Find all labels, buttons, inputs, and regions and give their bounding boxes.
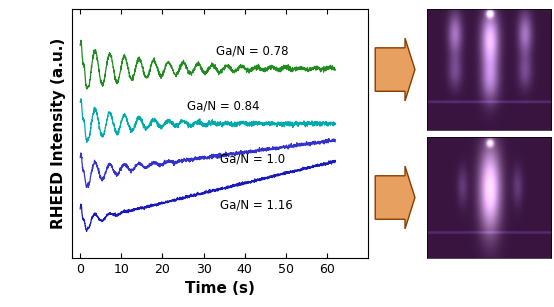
Text: Ga/N = 0.84: Ga/N = 0.84 [187,100,260,113]
Text: Ga/N = 1.16: Ga/N = 1.16 [220,199,293,212]
Text: Ga/N = 1.0: Ga/N = 1.0 [220,153,285,165]
FancyArrow shape [375,166,415,229]
Y-axis label: RHEED Intensity (a.u.): RHEED Intensity (a.u.) [52,38,66,229]
X-axis label: Time (s): Time (s) [185,281,255,296]
Text: Ga/N = 0.78: Ga/N = 0.78 [216,45,289,58]
FancyArrow shape [375,38,415,101]
